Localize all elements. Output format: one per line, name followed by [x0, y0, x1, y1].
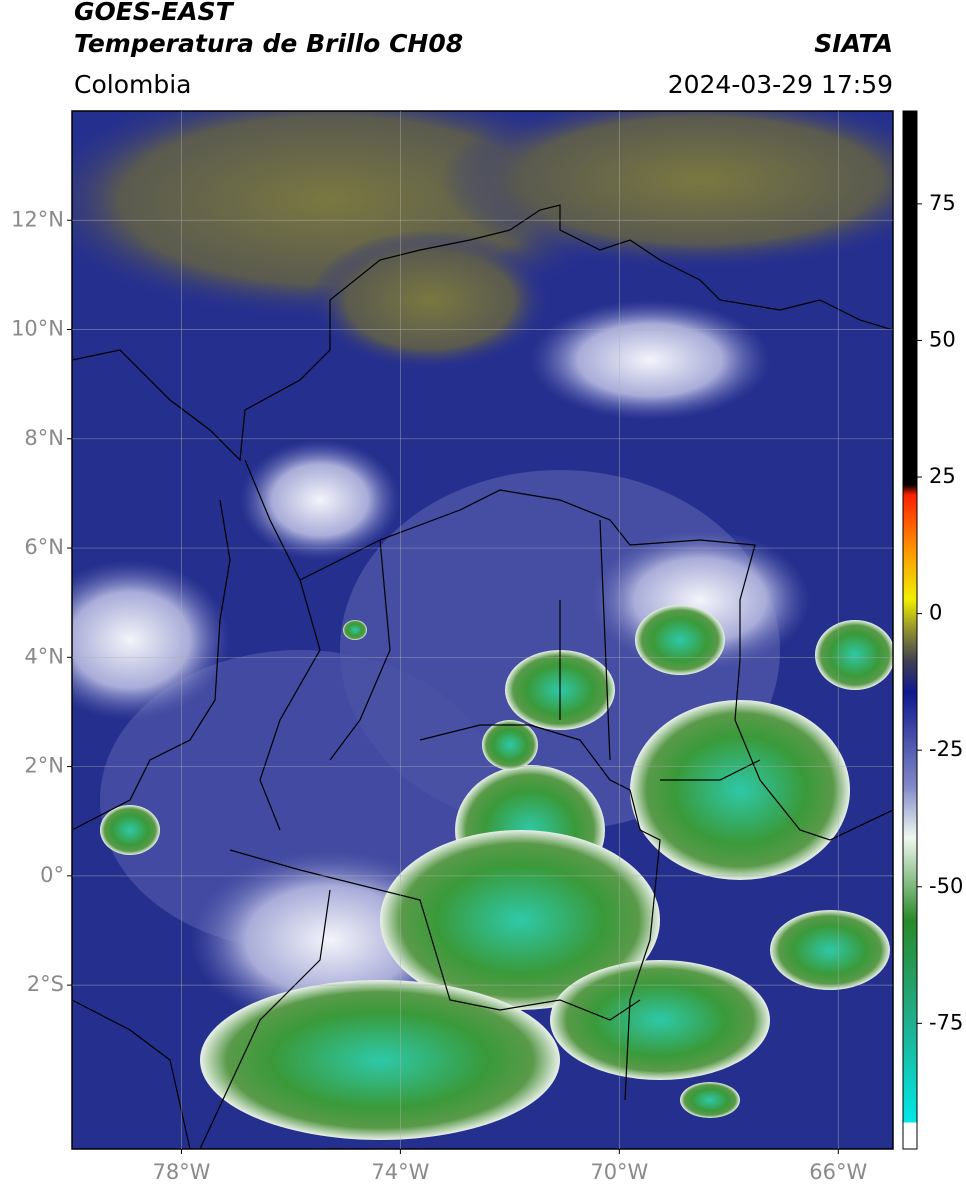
title: GOES-EAST	[74, 0, 235, 26]
colorbar-tick-label: -25	[929, 737, 963, 761]
colorbar-tick-label: 25	[929, 464, 956, 488]
x-tick-label: 78°W	[152, 1160, 210, 1184]
datetime: 2024-03-29 17:59	[668, 70, 893, 99]
y-tick-label: 0°	[40, 863, 64, 887]
colorbar-tick-label: -50	[929, 874, 963, 898]
colorbar	[902, 110, 918, 1150]
colorbar-tick-label: 50	[929, 327, 956, 351]
region: Colombia	[74, 70, 191, 99]
x-tick-label: 74°W	[371, 1160, 429, 1184]
y-tick-label: 4°N	[24, 644, 64, 668]
colorbar-tick-label: 0	[929, 601, 942, 625]
y-tick-label: 12°N	[11, 207, 64, 231]
y-tick-label: 2°N	[24, 754, 64, 778]
map-frame	[71, 110, 894, 1150]
subtitle: Temperatura de Brillo CH08	[74, 29, 463, 58]
source: SIATA	[814, 29, 893, 58]
colorbar-tick-label: -75	[929, 1010, 963, 1034]
y-tick-label: 6°N	[24, 535, 64, 559]
satellite-image	[72, 111, 893, 1149]
y-tick-label: 8°N	[24, 426, 64, 450]
x-tick-label: 70°W	[590, 1160, 648, 1184]
y-tick-label: 2°S	[27, 972, 64, 996]
colorbar-tick-label: 75	[929, 191, 956, 215]
y-tick-label: 10°N	[11, 317, 64, 341]
x-tick-label: 66°W	[809, 1160, 867, 1184]
